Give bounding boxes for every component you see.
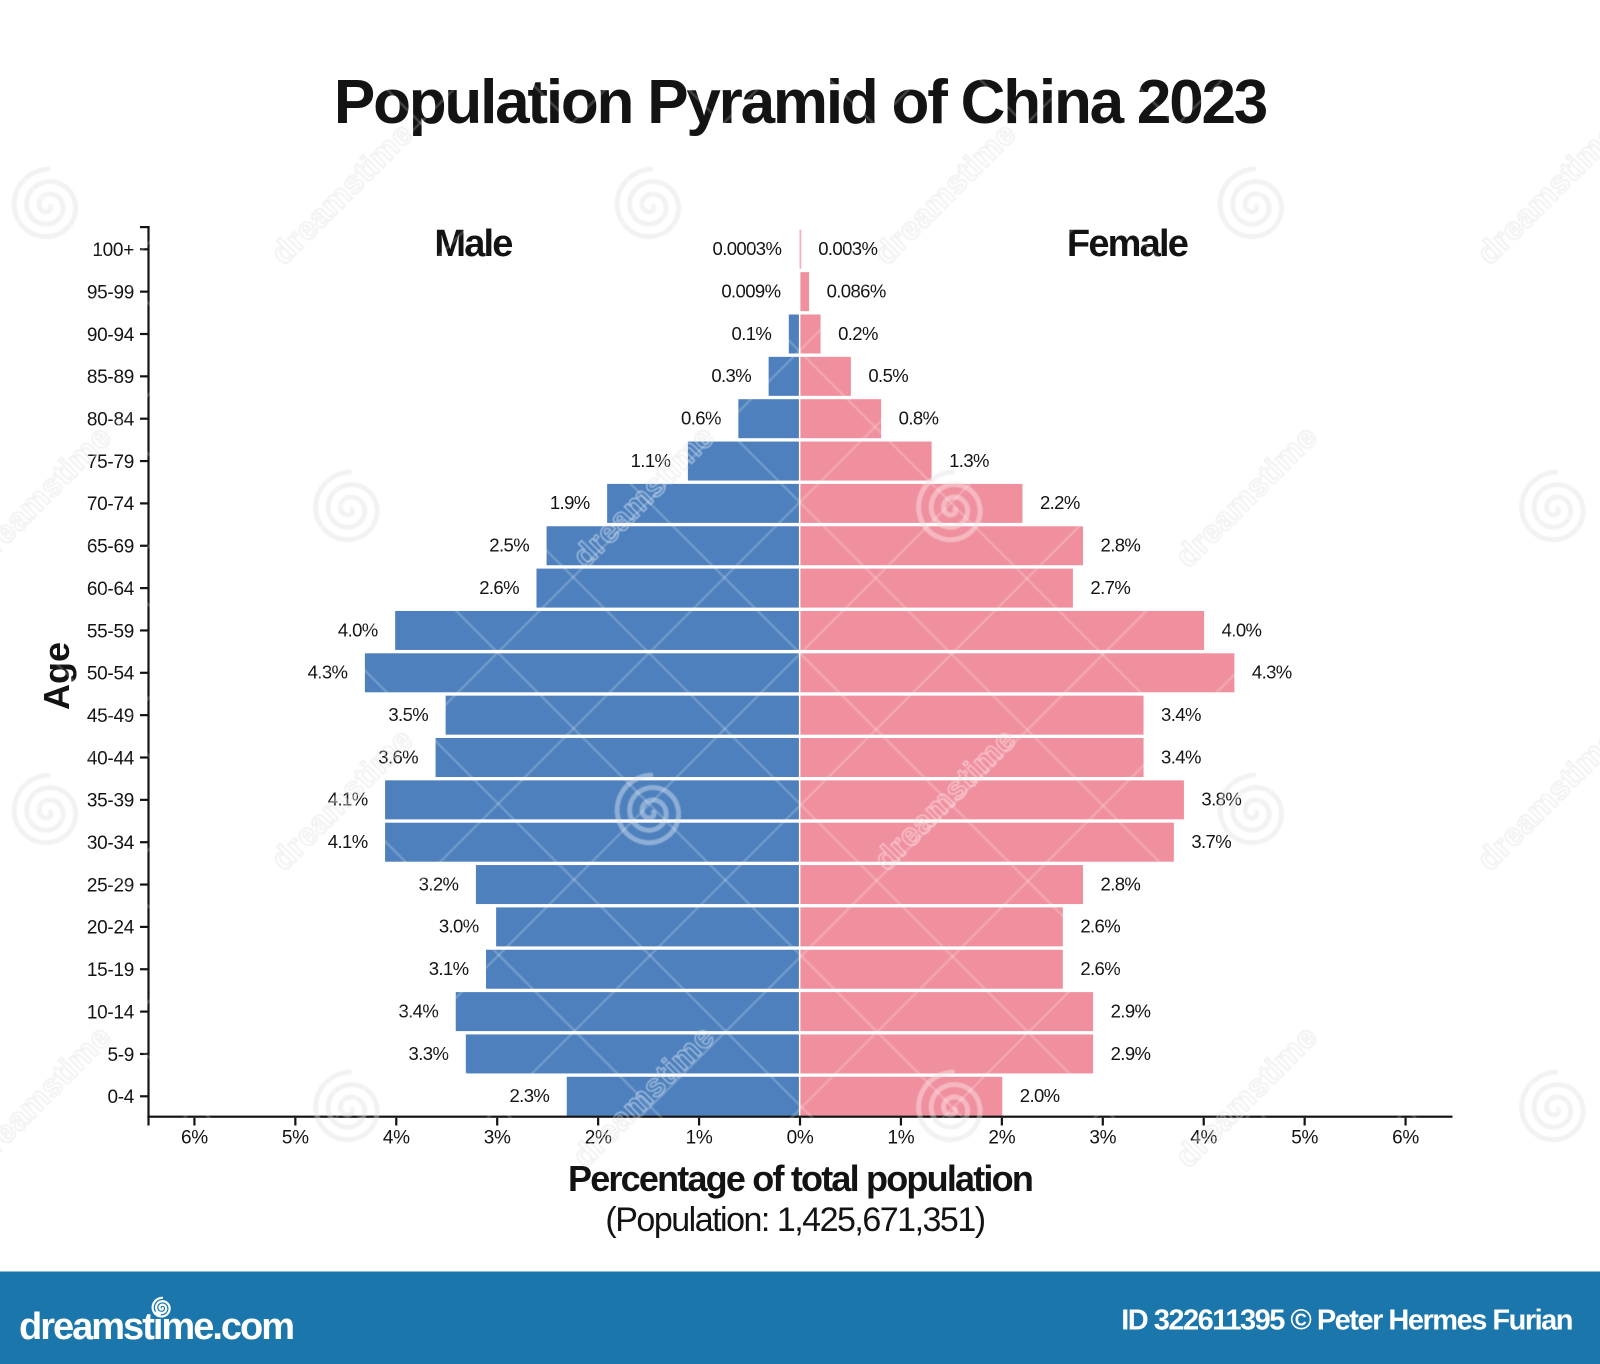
svg-text:80-84: 80-84 xyxy=(87,410,135,431)
svg-text:30-34: 30-34 xyxy=(87,833,135,854)
svg-text:3.4%: 3.4% xyxy=(1161,704,1201,725)
svg-text:1%: 1% xyxy=(887,1128,914,1149)
svg-text:0.8%: 0.8% xyxy=(899,408,939,429)
svg-text:0.0003%: 0.0003% xyxy=(713,238,782,259)
svg-text:5%: 5% xyxy=(282,1128,309,1149)
svg-text:0.086%: 0.086% xyxy=(827,280,886,301)
svg-text:1.9%: 1.9% xyxy=(550,492,590,513)
svg-text:3%: 3% xyxy=(484,1128,511,1149)
svg-text:2.5%: 2.5% xyxy=(489,535,529,556)
svg-text:2.8%: 2.8% xyxy=(1101,873,1141,894)
svg-text:6%: 6% xyxy=(181,1128,208,1149)
svg-text:3.7%: 3.7% xyxy=(1191,831,1231,852)
svg-text:60-64: 60-64 xyxy=(87,579,135,600)
svg-text:5-9: 5-9 xyxy=(107,1045,134,1066)
svg-text:Male: Male xyxy=(434,223,512,265)
svg-text:35-39: 35-39 xyxy=(87,791,134,812)
svg-text:70-74: 70-74 xyxy=(87,494,135,515)
svg-text:2.6%: 2.6% xyxy=(1080,916,1120,937)
svg-text:0.1%: 0.1% xyxy=(732,323,772,344)
svg-text:5%: 5% xyxy=(1291,1128,1318,1149)
svg-text:2.0%: 2.0% xyxy=(1020,1085,1060,1106)
svg-text:2%: 2% xyxy=(988,1128,1015,1149)
svg-text:20-24: 20-24 xyxy=(87,918,135,939)
svg-text:50-54: 50-54 xyxy=(87,664,135,685)
svg-text:1.1%: 1.1% xyxy=(631,450,671,471)
svg-text:1%: 1% xyxy=(686,1128,713,1149)
svg-text:Population Pyramid of China 20: Population Pyramid of China 2023 xyxy=(334,68,1267,137)
svg-text:4.0%: 4.0% xyxy=(338,619,378,640)
svg-text:3.4%: 3.4% xyxy=(1161,746,1201,767)
svg-text:2.2%: 2.2% xyxy=(1040,492,1080,513)
svg-text:2.9%: 2.9% xyxy=(1111,1000,1151,1021)
svg-text:65-69: 65-69 xyxy=(87,537,134,558)
svg-text:2.9%: 2.9% xyxy=(1111,1043,1151,1064)
svg-text:4.0%: 4.0% xyxy=(1222,619,1262,640)
svg-text:1.3%: 1.3% xyxy=(949,450,989,471)
svg-text:95-99: 95-99 xyxy=(87,282,134,303)
svg-text:ID 322611395 © Peter Hermes Fu: ID 322611395 © Peter Hermes Furian xyxy=(1121,1305,1572,1337)
svg-text:100+: 100+ xyxy=(92,240,134,261)
svg-text:85-89: 85-89 xyxy=(87,367,134,388)
svg-text:0-4: 0-4 xyxy=(107,1087,134,1108)
svg-text:2.3%: 2.3% xyxy=(509,1085,549,1106)
svg-text:2.8%: 2.8% xyxy=(1101,535,1141,556)
svg-text:0.2%: 0.2% xyxy=(838,323,878,344)
svg-text:0%: 0% xyxy=(787,1128,814,1149)
svg-text:40-44: 40-44 xyxy=(87,748,135,769)
svg-text:(Population: 1,425,671,351): (Population: 1,425,671,351) xyxy=(605,1201,984,1239)
svg-text:4.1%: 4.1% xyxy=(328,831,368,852)
svg-text:3.3%: 3.3% xyxy=(409,1043,449,1064)
svg-text:3.2%: 3.2% xyxy=(419,873,459,894)
svg-text:90-94: 90-94 xyxy=(87,325,135,346)
svg-text:2.6%: 2.6% xyxy=(479,577,519,598)
svg-text:0.5%: 0.5% xyxy=(868,365,908,386)
svg-text:Percentage of total population: Percentage of total population xyxy=(568,1158,1032,1199)
svg-text:2%: 2% xyxy=(585,1128,612,1149)
svg-text:4%: 4% xyxy=(383,1128,410,1149)
svg-text:0.3%: 0.3% xyxy=(711,365,751,386)
svg-text:6%: 6% xyxy=(1392,1128,1419,1149)
svg-text:2.7%: 2.7% xyxy=(1090,577,1130,598)
svg-text:55-59: 55-59 xyxy=(87,621,134,642)
svg-text:0.009%: 0.009% xyxy=(721,280,780,301)
svg-text:75-79: 75-79 xyxy=(87,452,134,473)
svg-text:dreamstime.com: dreamstime.com xyxy=(19,1306,293,1348)
svg-text:15-19: 15-19 xyxy=(87,960,134,981)
svg-text:4%: 4% xyxy=(1190,1128,1217,1149)
svg-text:Female: Female xyxy=(1067,223,1188,265)
svg-text:3%: 3% xyxy=(1089,1128,1116,1149)
svg-text:3.1%: 3.1% xyxy=(429,958,469,979)
svg-text:3.0%: 3.0% xyxy=(439,916,479,937)
